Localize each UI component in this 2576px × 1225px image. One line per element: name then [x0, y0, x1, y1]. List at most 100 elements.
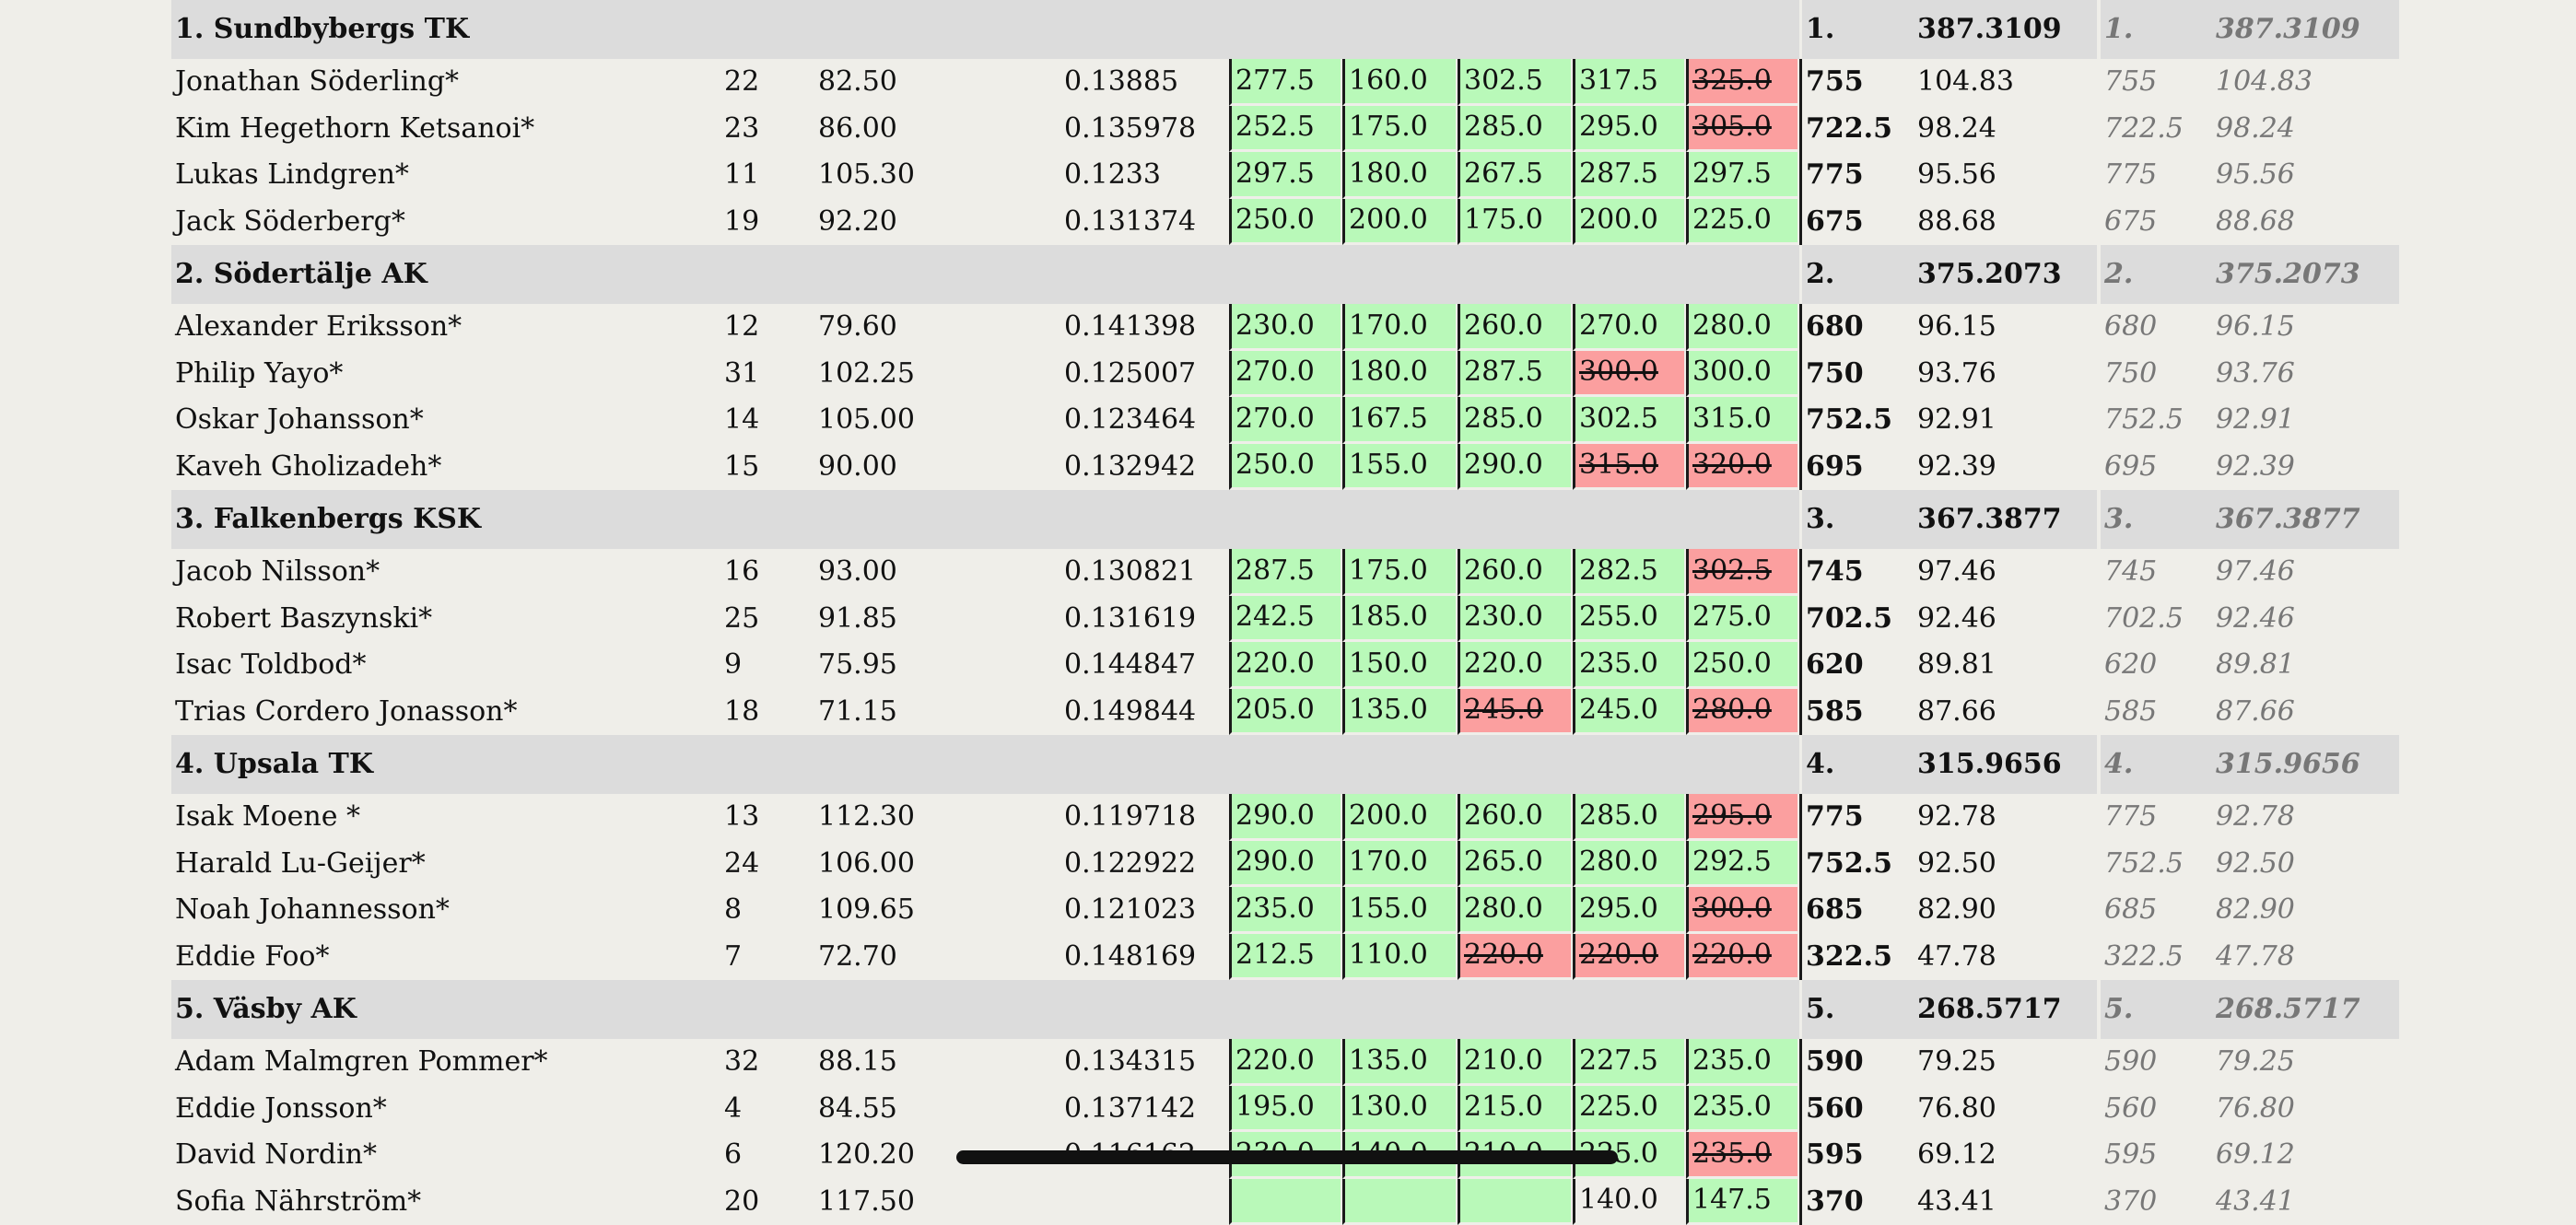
attempt-3: 265.0 [1458, 841, 1573, 888]
lifter-points-alt: 89.81 [2212, 642, 2399, 689]
lifter-coefficient: 0.148169 [1060, 934, 1229, 981]
team-points-alt: 375.2073 [2212, 245, 2399, 304]
attempt-2: 130.0 [1342, 1086, 1458, 1133]
attempt-5: 235.0 [1686, 1086, 1799, 1133]
lifter-name: Eddie Foo* [171, 934, 720, 981]
lifter-name: Sofia Nährström* [171, 1179, 720, 1225]
lifter-points: 104.83 [1914, 59, 2097, 106]
attempt-5: 235.0 [1686, 1132, 1799, 1179]
lifter-points-alt: 76.80 [2212, 1086, 2399, 1133]
attempt-2: 155.0 [1342, 887, 1458, 934]
lifter-name: Philip Yayo* [171, 351, 720, 398]
team-rank: 5. [1799, 980, 1914, 1039]
attempt-4: 287.5 [1573, 152, 1686, 199]
lifter-name: Eddie Jonsson* [171, 1086, 720, 1133]
attempt-4: 225.0 [1573, 1086, 1686, 1133]
lifter-points-alt: 92.78 [2212, 794, 2399, 841]
lifter-number: 18 [720, 689, 814, 736]
attempt-1: 250.0 [1229, 199, 1342, 246]
lifter-points: 76.80 [1914, 1086, 2097, 1133]
attempt-1: 270.0 [1229, 397, 1342, 444]
attempt-3: 230.0 [1458, 596, 1573, 643]
lifter-name: Isak Moene * [171, 794, 720, 841]
lifter-total-alt: 370 [2097, 1179, 2212, 1225]
lifter-total-alt: 695 [2097, 444, 2212, 491]
attempt-3: 220.0 [1458, 642, 1573, 689]
attempt-1: 212.5 [1229, 934, 1342, 981]
lifter-name: Oskar Johansson* [171, 397, 720, 444]
attempt-5: 275.0 [1686, 596, 1799, 643]
lifter-total: 620 [1799, 642, 1914, 689]
lifter-total-alt: 675 [2097, 199, 2212, 246]
lifter-total: 722.5 [1799, 106, 1914, 153]
attempt-2: 167.5 [1342, 397, 1458, 444]
team-points: 268.5717 [1914, 980, 2097, 1039]
lifter-points: 92.91 [1914, 397, 2097, 444]
lifter-total-alt: 590 [2097, 1039, 2212, 1086]
lifter-total: 750 [1799, 351, 1914, 398]
attempt-5: 250.0 [1686, 642, 1799, 689]
attempt-3: 287.5 [1458, 351, 1573, 398]
lifter-points-alt: 98.24 [2212, 106, 2399, 153]
attempt-5: 292.5 [1686, 841, 1799, 888]
team-rank-alt: 5. [2097, 980, 2212, 1039]
lifter-coefficient [1060, 1179, 1229, 1225]
lifter-total: 680 [1799, 304, 1914, 351]
lifter-coefficient: 0.141398 [1060, 304, 1229, 351]
lifter-total: 775 [1799, 794, 1914, 841]
attempt-1: 242.5 [1229, 596, 1342, 643]
attempt-1: 297.5 [1229, 152, 1342, 199]
attempt-4: 140.0 [1573, 1179, 1686, 1225]
lifter-total: 695 [1799, 444, 1914, 491]
lifter-bodyweight: 82.50 [814, 59, 1060, 106]
lifter-points-alt: 88.68 [2212, 199, 2399, 246]
lifter-number: 19 [720, 199, 814, 246]
lifter-total: 595 [1799, 1132, 1914, 1179]
lifter-bodyweight: 109.65 [814, 887, 1060, 934]
lifter-points: 92.46 [1914, 596, 2097, 643]
attempt-5: 320.0 [1686, 444, 1799, 491]
attempt-2: 170.0 [1342, 841, 1458, 888]
attempt-3: 175.0 [1458, 199, 1573, 246]
lifter-coefficient: 0.131374 [1060, 199, 1229, 246]
attempt-1: 220.0 [1229, 642, 1342, 689]
lifter-number: 31 [720, 351, 814, 398]
lifter-bodyweight: 71.15 [814, 689, 1060, 736]
attempt-4: 302.5 [1573, 397, 1686, 444]
scroll-indicator[interactable] [956, 1150, 1618, 1164]
lifter-total-alt: 775 [2097, 152, 2212, 199]
attempt-5: 315.0 [1686, 397, 1799, 444]
attempt-1: 290.0 [1229, 794, 1342, 841]
attempt-3: 215.0 [1458, 1086, 1573, 1133]
attempt-2 [1342, 1179, 1458, 1225]
lifter-number: 16 [720, 549, 814, 596]
lifter-coefficient: 0.121023 [1060, 887, 1229, 934]
lifter-points: 69.12 [1914, 1132, 2097, 1179]
team-rank-alt: 3. [2097, 490, 2212, 549]
lifter-points-alt: 92.50 [2212, 841, 2399, 888]
lifter-total: 590 [1799, 1039, 1914, 1086]
lifter-total-alt: 595 [2097, 1132, 2212, 1179]
lifter-name: Kim Hegethorn Ketsanoi* [171, 106, 720, 153]
lifter-bodyweight: 117.50 [814, 1179, 1060, 1225]
lifter-points: 92.39 [1914, 444, 2097, 491]
lifter-points-alt: 104.83 [2212, 59, 2399, 106]
lifter-total-alt: 745 [2097, 549, 2212, 596]
team-name: 1. Sundbybergs TK [171, 0, 1799, 59]
lifter-coefficient: 0.137142 [1060, 1086, 1229, 1133]
lifter-points-alt: 92.39 [2212, 444, 2399, 491]
lifter-coefficient: 0.134315 [1060, 1039, 1229, 1086]
lifter-coefficient: 0.131619 [1060, 596, 1229, 643]
team-points-alt: 387.3109 [2212, 0, 2399, 59]
lifter-total: 752.5 [1799, 397, 1914, 444]
attempt-2: 200.0 [1342, 794, 1458, 841]
attempt-5: 225.0 [1686, 199, 1799, 246]
lifter-name: David Nordin* [171, 1132, 720, 1179]
